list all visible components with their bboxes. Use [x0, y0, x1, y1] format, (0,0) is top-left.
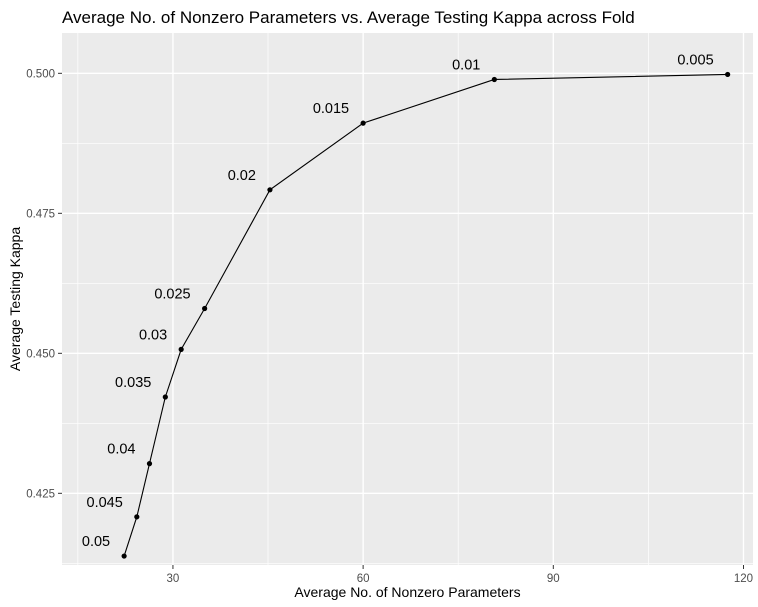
- data-label: 0.01: [452, 57, 480, 73]
- data-point: [162, 394, 168, 400]
- data-label: 0.03: [139, 327, 167, 343]
- grid-lines: [62, 33, 753, 565]
- data-label: 0.035: [115, 375, 151, 391]
- data-label: 0.05: [82, 534, 110, 550]
- data-point: [360, 120, 366, 126]
- x-tick-label: 90: [547, 573, 560, 585]
- x-axis-ticks: 30 60 90 120: [167, 565, 753, 585]
- x-axis-title: Average No. of Nonzero Parameters: [294, 584, 520, 600]
- data-point: [491, 76, 497, 83]
- y-axis-ticks: 0.425 0.450 0.475 0.500: [26, 68, 62, 500]
- data-point: [134, 514, 140, 520]
- data-label: 0.045: [87, 495, 123, 511]
- y-tick-label: 0.450: [26, 348, 55, 360]
- data-label: 0.02: [228, 168, 256, 184]
- series-path: [123, 73, 728, 557]
- chart-title: Average No. of Nonzero Parameters vs. Av…: [62, 8, 635, 27]
- data-label: 0.015: [313, 101, 349, 117]
- x-tick-label: 120: [734, 573, 753, 585]
- data-point: [202, 305, 208, 312]
- data-label: 0.04: [107, 442, 135, 458]
- series-line: [123, 73, 728, 557]
- data-labels: 0.05 0.045 0.04 0.035 0.03 0.025 0.02 0.015 0.01…: [82, 52, 714, 550]
- y-tick-label: 0.500: [26, 68, 55, 80]
- y-tick-label: 0.475: [26, 208, 55, 220]
- plot-panel: [62, 33, 753, 565]
- data-point: [178, 346, 184, 352]
- data-points: [121, 71, 731, 559]
- data-point: [146, 461, 153, 467]
- data-point: [267, 187, 273, 193]
- x-tick-label: 60: [357, 573, 370, 585]
- data-label: 0.025: [154, 287, 190, 303]
- y-axis-title: Average Testing Kappa: [7, 227, 23, 371]
- x-tick-label: 30: [167, 573, 180, 585]
- data-point: [725, 71, 731, 78]
- data-label: 0.005: [677, 52, 713, 68]
- y-tick-label: 0.425: [26, 488, 55, 500]
- data-point: [121, 553, 127, 559]
